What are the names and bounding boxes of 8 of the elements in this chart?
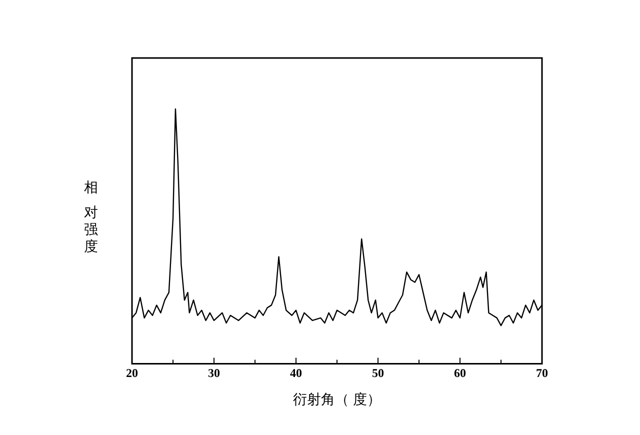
y-axis-title: 相对强度	[84, 180, 99, 256]
x-tick-label: 70	[536, 366, 548, 380]
x-tick-label: 40	[290, 366, 302, 380]
x-tick-label: 50	[372, 366, 384, 380]
x-tick-label: 30	[208, 366, 220, 380]
x-axis-title: 衍射角（ 度）	[292, 392, 382, 408]
x-tick-label: 60	[454, 366, 466, 380]
x-tick-label: 20	[126, 366, 138, 380]
